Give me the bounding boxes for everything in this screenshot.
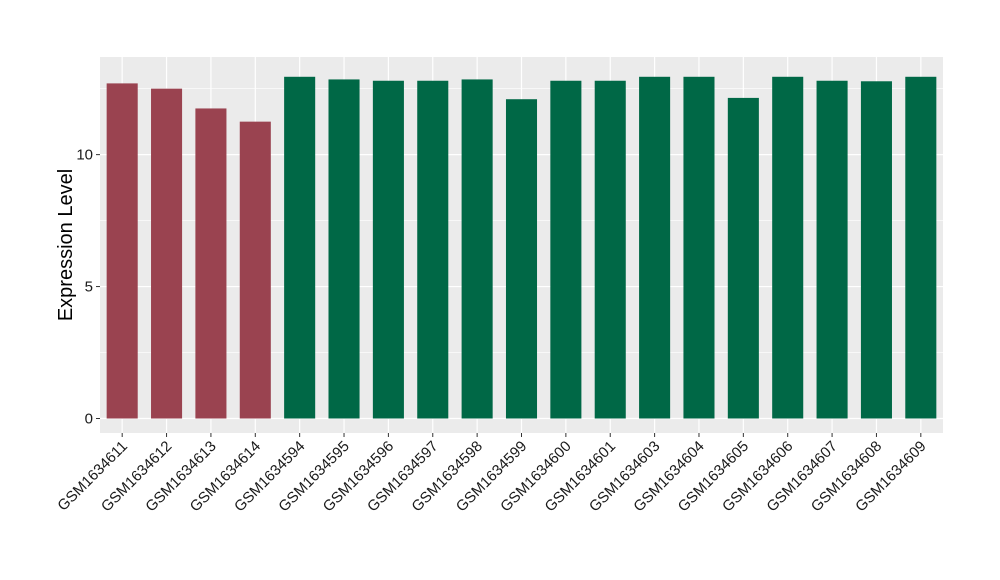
- bar-GSM1634613: [195, 108, 227, 419]
- bar-GSM1634595: [328, 79, 360, 419]
- bar-GSM1634611: [106, 83, 138, 419]
- y-axis-title: Expression Level: [55, 169, 77, 321]
- bar-GSM1634596: [372, 80, 404, 419]
- bar-GSM1634594: [284, 76, 316, 419]
- bar-GSM1634609: [905, 76, 937, 419]
- bar-GSM1634597: [417, 80, 449, 419]
- bar-GSM1634612: [151, 88, 183, 419]
- bar-GSM1634604: [683, 76, 715, 419]
- x-axis: GSM1634611GSM1634612GSM1634613GSM1634614…: [54, 433, 930, 515]
- y-tick-label: 0: [85, 410, 93, 427]
- bar-GSM1634603: [639, 76, 671, 419]
- bar-GSM1634607: [816, 80, 848, 419]
- bar-GSM1634608: [860, 81, 892, 419]
- y-tick-label: 5: [85, 279, 93, 296]
- y-tick-label: 10: [76, 147, 93, 164]
- bars: [106, 76, 937, 419]
- bar-GSM1634599: [505, 99, 538, 419]
- bar-GSM1634600: [550, 80, 582, 419]
- bar-GSM1634606: [772, 76, 804, 419]
- bar-GSM1634614: [239, 121, 271, 419]
- bar-GSM1634598: [461, 79, 493, 419]
- bar-GSM1634601: [594, 80, 626, 419]
- y-axis: 0 5 10: [76, 147, 100, 427]
- bar-GSM1634605: [727, 97, 759, 419]
